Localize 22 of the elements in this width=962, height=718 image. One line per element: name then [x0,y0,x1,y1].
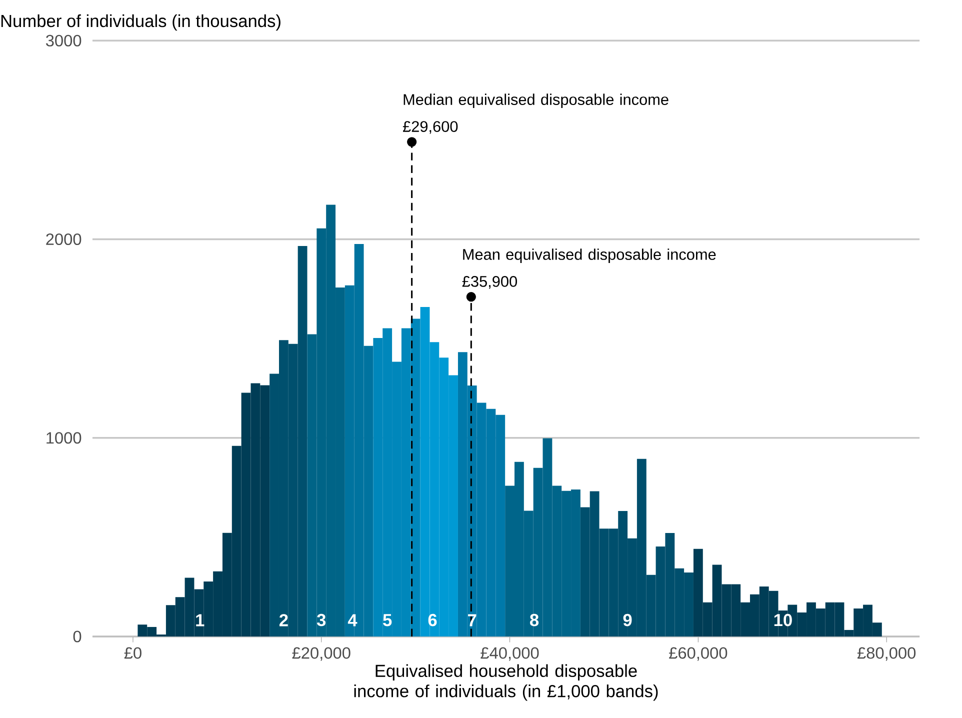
x-tick-label: £20,000 [292,647,350,661]
y-tick-label: 2000 [46,234,82,246]
annotation: 5 [383,614,392,626]
y-axis-title: Number of individuals (in thousands) [1,14,280,31]
x-tick-label: £80,000 [857,647,916,661]
y-tick-label: 0 [73,630,82,642]
annotation: 4 [348,614,358,626]
x-axis-title: Equivalised household disposable income of individuals (in £1,000 bands) [354,664,658,701]
annotation: 3 [316,614,326,626]
ref-line-label: Mean equivalised disposable income £35,900 [462,248,716,289]
annotation: 6 [428,614,437,626]
x-tick-label: £0 [124,647,142,659]
annotation: 9 [623,614,632,626]
annotation: 8 [530,614,539,626]
y-tick-label: 3000 [46,34,82,47]
annotation: 10 [774,614,792,626]
y-tick-label: 1000 [46,432,82,444]
annotation: 2 [279,614,288,626]
x-tick-label: £60,000 [669,647,728,661]
x-tick-label: £40,000 [480,647,539,661]
ref-line-label: Median equivalised disposable income £29,600 [402,94,668,134]
annotation: 1 [196,614,204,626]
